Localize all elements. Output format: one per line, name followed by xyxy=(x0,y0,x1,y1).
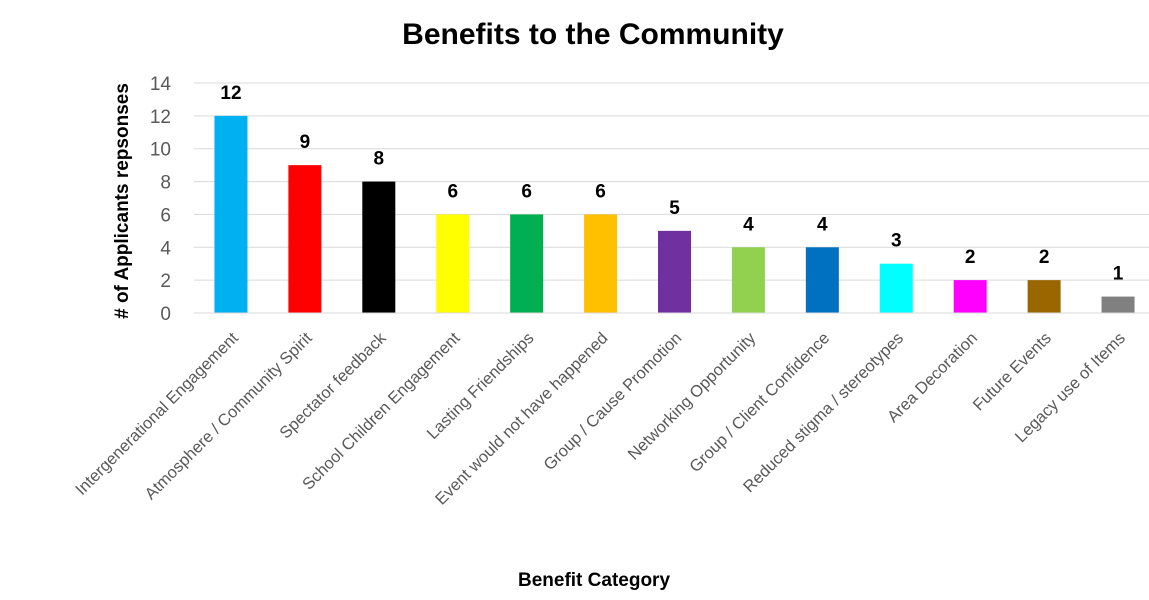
x-axis-label: Benefit Category xyxy=(518,570,670,591)
y-tick-label: 10 xyxy=(150,140,171,161)
y-tick-label: 12 xyxy=(150,107,171,128)
y-axis-ticks: 0 2 4 6 8 10 12 14 xyxy=(150,74,172,325)
bar xyxy=(658,230,691,313)
data-label: 5 xyxy=(669,198,680,219)
y-tick-label: 8 xyxy=(160,173,171,194)
bars xyxy=(214,115,1135,313)
data-label: 4 xyxy=(743,214,754,235)
data-label: 1 xyxy=(1113,264,1124,285)
bar xyxy=(584,214,618,313)
data-label: 3 xyxy=(891,231,902,252)
y-tick-label: 6 xyxy=(160,205,171,226)
data-label: 6 xyxy=(521,181,532,202)
gridlines xyxy=(194,82,1149,281)
bar xyxy=(510,214,544,313)
data-label: 12 xyxy=(220,83,241,104)
y-tick-label: 2 xyxy=(160,271,171,292)
bar xyxy=(288,165,322,313)
y-tick-label: 4 xyxy=(160,238,171,259)
x-tick-label: Group / Client Confidence xyxy=(686,329,833,476)
data-label: 2 xyxy=(965,247,976,268)
bar xyxy=(879,263,913,313)
bar xyxy=(1027,280,1061,313)
bar xyxy=(953,280,987,313)
x-tick-label: Group / Cause Promotion xyxy=(540,329,685,474)
y-tick-label: 14 xyxy=(150,74,172,95)
data-label: 2 xyxy=(1039,247,1050,268)
x-tick-label: Networking Opportunity xyxy=(625,329,760,464)
y-axis-label: # of Applicants repsonses xyxy=(112,83,133,319)
data-label: 9 xyxy=(300,132,311,153)
x-tick-label: School Children Engagement xyxy=(299,329,464,494)
data-labels: 12 9 8 6 6 6 5 4 4 3 2 2 1 xyxy=(220,83,1123,285)
bar xyxy=(436,214,470,313)
data-label: 4 xyxy=(817,214,828,235)
chart-title: Benefits to the Community xyxy=(402,18,784,51)
bar xyxy=(805,247,839,313)
data-label: 8 xyxy=(374,149,385,170)
x-tick-label: Intergenerational Engagement xyxy=(72,329,242,499)
y-tick-label: 0 xyxy=(160,304,171,325)
bar xyxy=(214,115,248,313)
bar xyxy=(1101,296,1135,313)
bar xyxy=(362,181,396,313)
data-label: 6 xyxy=(595,181,606,202)
data-label: 6 xyxy=(447,181,458,202)
x-tick-label: Future Events xyxy=(970,329,1055,414)
bar xyxy=(731,247,765,313)
x-tick-label: Reduced stigma / stereotypes xyxy=(740,329,907,496)
